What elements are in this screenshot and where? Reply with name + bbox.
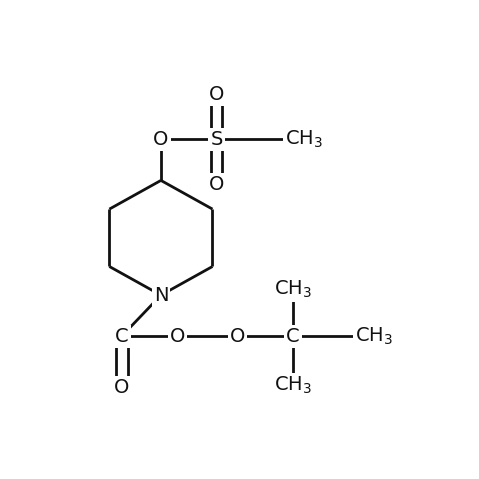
Text: O: O bbox=[229, 327, 245, 346]
Text: O: O bbox=[209, 175, 224, 194]
Text: O: O bbox=[209, 85, 224, 104]
Text: O: O bbox=[114, 378, 129, 397]
Text: O: O bbox=[153, 130, 169, 149]
Text: CH$_3$: CH$_3$ bbox=[285, 129, 323, 150]
Text: CH$_3$: CH$_3$ bbox=[274, 278, 312, 300]
Text: CH$_3$: CH$_3$ bbox=[355, 326, 393, 347]
Text: O: O bbox=[170, 327, 185, 346]
Text: C: C bbox=[115, 327, 128, 346]
Text: CH$_3$: CH$_3$ bbox=[274, 375, 312, 396]
Text: N: N bbox=[154, 285, 168, 305]
Text: C: C bbox=[286, 327, 300, 346]
Text: S: S bbox=[210, 130, 223, 149]
